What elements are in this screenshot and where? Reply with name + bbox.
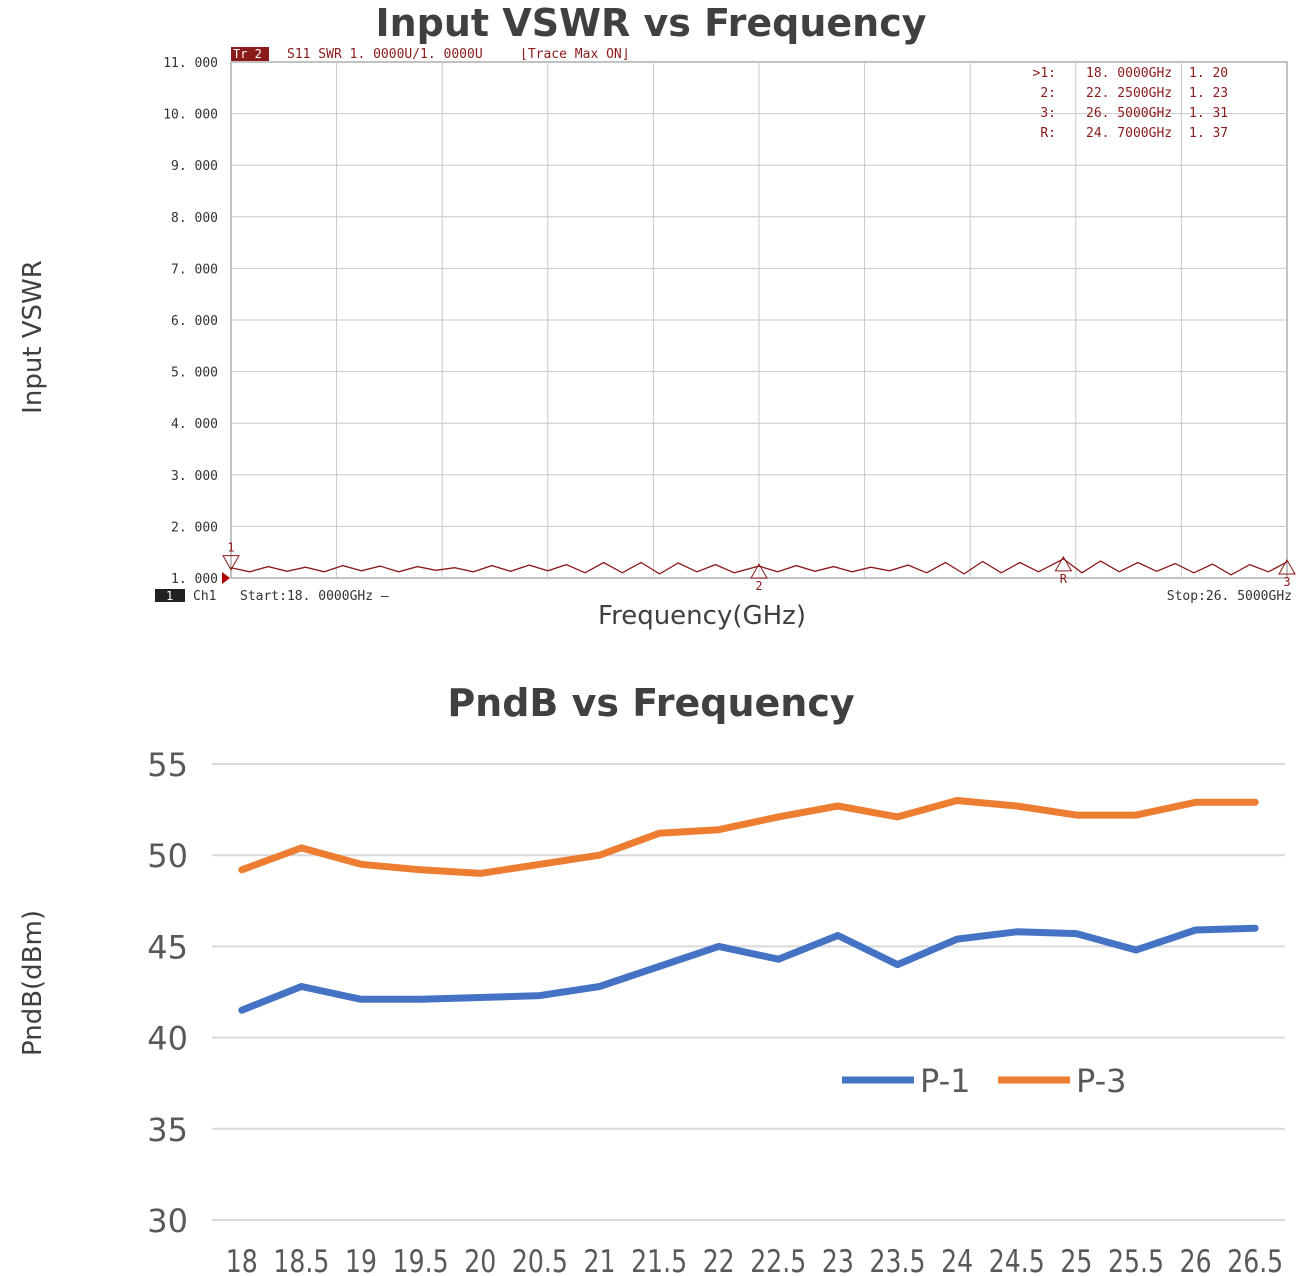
pndb-y-tick-label: 55	[147, 746, 188, 784]
pndb-legend-label: P-1	[920, 1062, 971, 1100]
pndb-y-tick-label: 45	[147, 928, 188, 966]
vswr-y-tick-label: 7. 000	[171, 262, 218, 277]
vswr-trace-line	[230, 558, 1288, 576]
vswr-y-tick-label: 3. 000	[171, 469, 218, 484]
pndb-x-tick-label: 25.5	[1108, 1244, 1164, 1276]
pndb-x-tick-label: 19	[345, 1244, 377, 1276]
vswr-marker-triangle	[222, 555, 240, 571]
pndb-x-tick-label: 26.5	[1227, 1244, 1283, 1276]
vswr-y-tick-label: 2. 000	[171, 520, 218, 535]
pndb-legend-label: P-3	[1076, 1062, 1127, 1100]
pndb-y-tick-label: 50	[147, 837, 188, 875]
vswr-marker-freq: 26. 5000GHz	[1086, 106, 1172, 121]
vswr-reference-arrow	[222, 572, 230, 584]
vswr-y-tick-label: 6. 000	[171, 314, 218, 329]
vswr-marker-freq: 18. 0000GHz	[1086, 66, 1172, 81]
pndb-x-tick-label: 19.5	[393, 1244, 449, 1276]
vswr-trace-mode: ⌊Trace Max ON⌋	[520, 47, 630, 62]
vswr-start-label: Start:18. 0000GHz —	[240, 589, 389, 604]
vswr-stop-label: Stop:26. 5000GHz	[1167, 589, 1292, 604]
vswr-y-tick-label: 11. 000	[163, 56, 218, 71]
pndb-x-tick-label: 24.5	[989, 1244, 1045, 1276]
vswr-channel-label: Ch1	[193, 589, 216, 604]
vswr-y-tick-label: 1. 000	[171, 572, 218, 587]
pndb-x-tick-label: 24	[941, 1244, 973, 1276]
pndb-x-tick-label: 21.5	[631, 1244, 687, 1276]
vswr-y-tick-label: 9. 000	[171, 159, 218, 174]
vswr-y-tick-label: 8. 000	[171, 211, 218, 226]
vswr-y-tick-label: 10. 000	[163, 108, 218, 123]
vswr-channel-tag-box	[155, 589, 185, 602]
vswr-marker-label: 3:	[1040, 106, 1056, 121]
vswr-marker-triangle	[1278, 558, 1296, 575]
pndb-x-tick-label: 20	[464, 1244, 496, 1276]
pndb-y-tick-label: 30	[147, 1202, 188, 1240]
pndb-x-tick-label: 23.5	[870, 1244, 926, 1276]
vswr-marker-label: R:	[1040, 126, 1056, 141]
vswr-trace-tag: Tr 2	[233, 47, 262, 61]
pndb-y-tick-label: 40	[147, 1020, 188, 1058]
vswr-marker-freq: 22. 2500GHz	[1086, 86, 1172, 101]
vswr-marker-tag: R	[1060, 572, 1068, 586]
vswr-marker-label: >1:	[1033, 66, 1056, 81]
pndb-y-tick-label: 35	[147, 1111, 188, 1149]
vswr-marker-tag: 1	[227, 541, 234, 555]
vswr-marker-value: 1. 23	[1189, 86, 1228, 101]
vswr-y-tick-label: 4. 000	[171, 417, 218, 432]
vswr-trace-tag-box	[231, 47, 269, 61]
vswr-x-axis-label: Frequency(GHz)	[598, 601, 806, 631]
pndb-x-tick-label: 18	[226, 1244, 258, 1276]
vswr-marker-triangle	[1054, 555, 1073, 572]
vswr-marker-freq: 24. 7000GHz	[1086, 126, 1172, 141]
pndb-x-tick-label: 21	[583, 1244, 615, 1276]
vswr-marker-triangle	[750, 563, 768, 579]
vswr-trace-info: S11 SWR 1. 0000U/1. 0000U	[287, 47, 483, 62]
pndb-series-line-p-3	[238, 797, 1259, 877]
vswr-y-tick-label: 5. 000	[171, 366, 218, 381]
pndb-x-tick-label: 23	[822, 1244, 854, 1276]
vswr-channel-tag: 1	[166, 589, 173, 603]
pndb-x-tick-label: 25	[1060, 1244, 1092, 1276]
pndb-chart-title: PndB vs Frequency	[447, 681, 855, 725]
pndb-x-tick-label: 22	[703, 1244, 735, 1276]
pndb-series-line-p-1	[238, 924, 1259, 1014]
vswr-chart-title: Input VSWR vs Frequency	[375, 1, 927, 45]
pndb-x-tick-label: 22.5	[750, 1244, 806, 1276]
vswr-marker-value: 1. 31	[1189, 106, 1228, 121]
vswr-marker-tag: 3	[1283, 575, 1290, 589]
vswr-marker-value: 1. 20	[1189, 66, 1228, 81]
vswr-marker-tag: 2	[755, 579, 762, 593]
pndb-x-tick-label: 18.5	[273, 1244, 329, 1276]
pndb-x-tick-label: 20.5	[512, 1244, 568, 1276]
vswr-marker-label: 2:	[1040, 86, 1056, 101]
pndb-x-tick-label: 26	[1180, 1244, 1212, 1276]
vswr-marker-value: 1. 37	[1189, 126, 1228, 141]
